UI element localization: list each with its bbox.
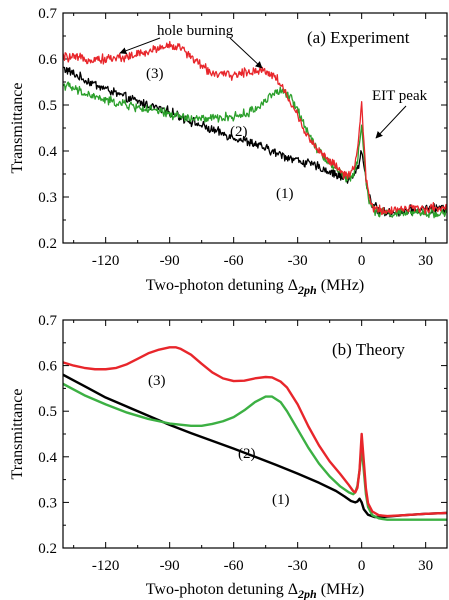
x-tick-label: 0	[358, 253, 366, 269]
eit-peak-arrow	[375, 105, 407, 139]
panel-a-series-3-label: (3)	[146, 66, 164, 82]
panel-a-xlabel: Two-photon detuning Δ2ph (MHz)	[146, 277, 365, 297]
panel-a-series	[63, 40, 447, 219]
panel-b-series-3-line	[63, 346, 447, 518]
panel-a-series-1-label: (1)	[276, 186, 294, 202]
y-tick-label: 0.2	[38, 236, 57, 252]
x-tick-label: -120	[92, 253, 120, 269]
x-tick-label: -90	[160, 558, 180, 574]
panel-b-series	[63, 346, 447, 521]
panel-b-series-1-label: (1)	[272, 492, 290, 508]
x-tick-label: -30	[288, 253, 308, 269]
panel-b-ticks: -120 -90 -60 -30 0 30 0.2 0.3 0.4 0.5 0.6 0.7	[38, 313, 447, 574]
y-tick-label: 0.7	[38, 313, 57, 329]
panel-b-xlabel: Two-photon detuning Δ2ph (MHz)	[146, 581, 365, 600]
panel-b-series-3-label: (3)	[148, 373, 166, 389]
x-tick-label: -120	[92, 558, 120, 574]
x-tick-label: 30	[418, 253, 433, 269]
x-tick-label: -60	[224, 253, 244, 269]
y-tick-label: 0.5	[38, 404, 57, 420]
x-tick-label: 0	[358, 558, 366, 574]
y-tick-label: 0.6	[38, 52, 57, 68]
panel-b-series-2-label: (2)	[238, 446, 256, 462]
panel-b-ylabel: Transmittance	[9, 389, 26, 480]
panel-a-title: (a) Experiment	[307, 28, 410, 47]
y-tick-label: 0.7	[38, 6, 57, 22]
x-tick-label: -30	[288, 558, 308, 574]
x-tick-label: -60	[224, 558, 244, 574]
panel-a-frame	[62, 12, 448, 244]
y-tick-label: 0.6	[38, 359, 57, 375]
panel-b-frame	[62, 319, 448, 549]
panel-a-experiment: -120 -90 -60 -30 0 30 0.2 0.3 0.4 0.5 0.6 0.7 (a) E…	[9, 6, 448, 297]
hole-burning-label: hole burning	[157, 23, 234, 39]
hole-burning-arrow-right	[229, 37, 263, 69]
x-tick-label: 30	[418, 558, 433, 574]
y-tick-label: 0.5	[38, 98, 57, 114]
y-tick-label: 0.3	[38, 190, 57, 206]
panel-b-theory: -120 -90 -60 -30 0 30 0.2 0.3 0.4 0.5 0.6 0.7 (b) T…	[9, 313, 448, 600]
x-tick-label: -90	[160, 253, 180, 269]
panel-b-series-2-line	[63, 382, 447, 521]
panel-a-series-2-label: (2)	[230, 124, 248, 140]
y-tick-label: 0.4	[38, 144, 57, 160]
panel-b-title: (b) Theory	[332, 340, 405, 359]
y-tick-label: 0.3	[38, 495, 57, 511]
y-tick-label: 0.4	[38, 450, 57, 466]
eit-peak-label: EIT peak	[372, 88, 428, 104]
panel-a-series-3-line	[63, 40, 447, 216]
panel-a-ylabel: Transmittance	[9, 83, 26, 174]
y-tick-label: 0.2	[38, 541, 57, 557]
hole-burning-arrow-left	[119, 37, 161, 55]
